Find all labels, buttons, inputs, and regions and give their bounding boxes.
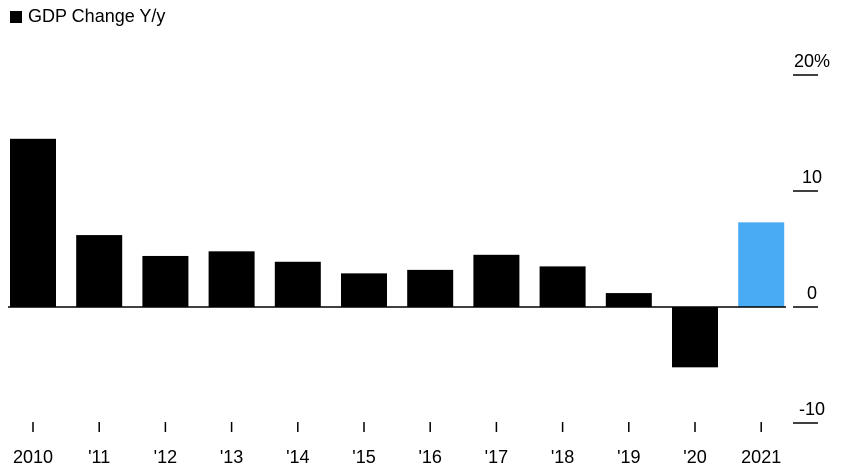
- x-tick-label-6: '16: [418, 447, 441, 467]
- bar-8: [539, 266, 586, 307]
- bar-5: [341, 273, 387, 307]
- x-tick-label-1: '11: [88, 447, 110, 467]
- bars-group: [10, 138, 785, 368]
- x-tick-label-10: '20: [683, 447, 706, 467]
- bar-7: [473, 254, 520, 307]
- y-tick-label-0: 20%: [794, 51, 830, 71]
- chart-legend: GDP Change Y/y: [10, 6, 165, 27]
- x-tick-label-2: '12: [154, 447, 177, 467]
- x-axis: 2010 '11 '12 '13 '14 '15 '16 '17 '18 '19 '20 2021: [13, 422, 781, 467]
- bar-3: [208, 251, 255, 307]
- bar-10: [672, 307, 718, 368]
- x-tick-label-3: '13: [220, 447, 243, 467]
- x-tick-label-8: '18: [551, 447, 574, 467]
- y-tick-label-2: 0: [807, 283, 817, 303]
- bar-9: [605, 293, 652, 307]
- x-tick-label-11: 2021: [741, 447, 781, 467]
- bar-1: [76, 235, 123, 307]
- y-tick-label-1: 10: [802, 167, 822, 187]
- y-tick-label-3: -10: [799, 399, 825, 419]
- bar-2: [142, 255, 189, 307]
- x-tick-label-7: '17: [485, 447, 508, 467]
- x-tick-label-0: 2010: [13, 447, 53, 467]
- bar-4: [274, 261, 321, 307]
- legend-swatch: [10, 10, 22, 23]
- legend-label: GDP Change Y/y: [28, 6, 166, 26]
- bar-11: [738, 222, 785, 307]
- bar-6: [407, 269, 454, 307]
- x-tick-label-5: '15: [352, 447, 375, 467]
- x-tick-label-9: '19: [617, 447, 640, 467]
- y-axis: 20% 10 0 -10: [793, 51, 830, 424]
- x-tick-label-4: '14: [286, 447, 309, 467]
- bar-0: [10, 138, 56, 307]
